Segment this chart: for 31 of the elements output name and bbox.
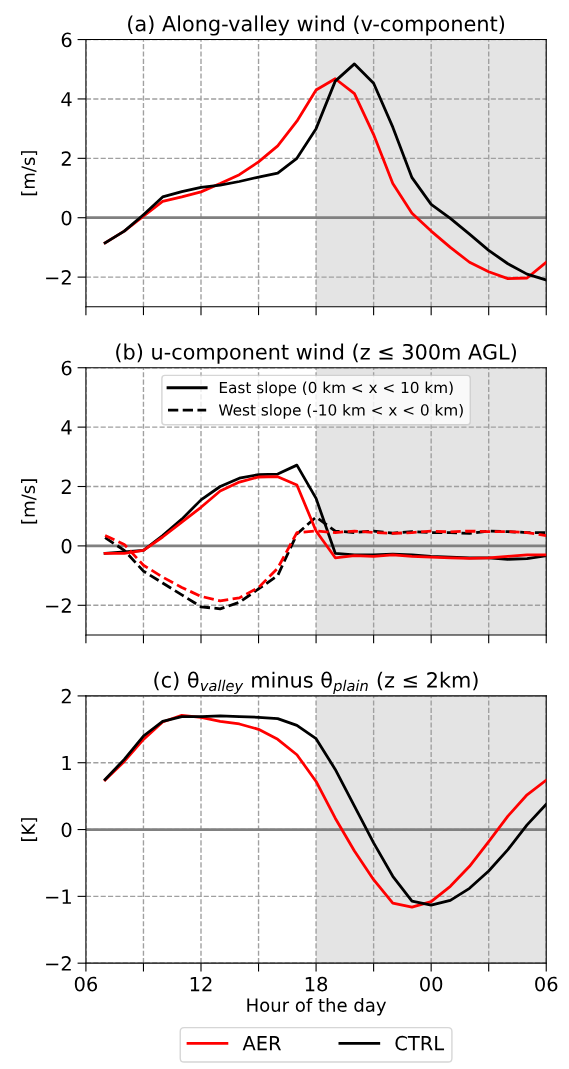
y-tick-label: −2 — [46, 956, 71, 971]
y-tick-label: 1 — [62, 755, 71, 771]
y-tick-label: 2 — [61, 479, 71, 494]
legend-label: East slope (0 km < x < 10 km) — [219, 381, 453, 397]
y-tick-label: 6 — [61, 32, 72, 48]
chart-title: (a) Along-valley wind (v-component) — [128, 15, 505, 36]
y-tick-label: 0 — [61, 822, 72, 838]
y-tick-label: 0 — [61, 538, 72, 554]
chart-title: (b) u-component wind (z ≤ 300m AGL) — [116, 343, 516, 364]
y-axis-title: [K] — [21, 818, 38, 841]
x-tick-label: 06 — [535, 976, 558, 992]
y-tick-label: 0 — [61, 210, 72, 226]
chart-title: (c) θ$_{valley}$ minus θ$_{plain}$ (z ≤ 2km) — [154, 671, 478, 694]
y-axis-title: [m/s] — [21, 479, 38, 524]
y-tick-label: 4 — [61, 420, 72, 435]
y-tick-label: 6 — [61, 360, 72, 376]
y-tick-label: 4 — [61, 92, 72, 107]
y-tick-label: 2 — [61, 151, 71, 166]
legend-label: CTRL — [395, 1035, 445, 1051]
legend-label: AER — [242, 1036, 281, 1051]
x-axis-title: Hour of the day — [247, 997, 387, 1016]
y-tick-label: 2 — [61, 688, 71, 704]
x-tick-label: 06 — [74, 976, 98, 992]
y-tick-label: −2 — [46, 598, 71, 613]
y-tick-label: −2 — [46, 270, 71, 285]
y-tick-label: −1 — [46, 889, 71, 904]
x-tick-label: 00 — [420, 976, 443, 992]
legend-label: West slope (-10 km < x < 0 km) — [218, 403, 463, 419]
x-tick-label: 18 — [305, 976, 328, 992]
x-tick-label: 12 — [190, 976, 212, 992]
y-axis-title: [m/s] — [21, 151, 38, 196]
